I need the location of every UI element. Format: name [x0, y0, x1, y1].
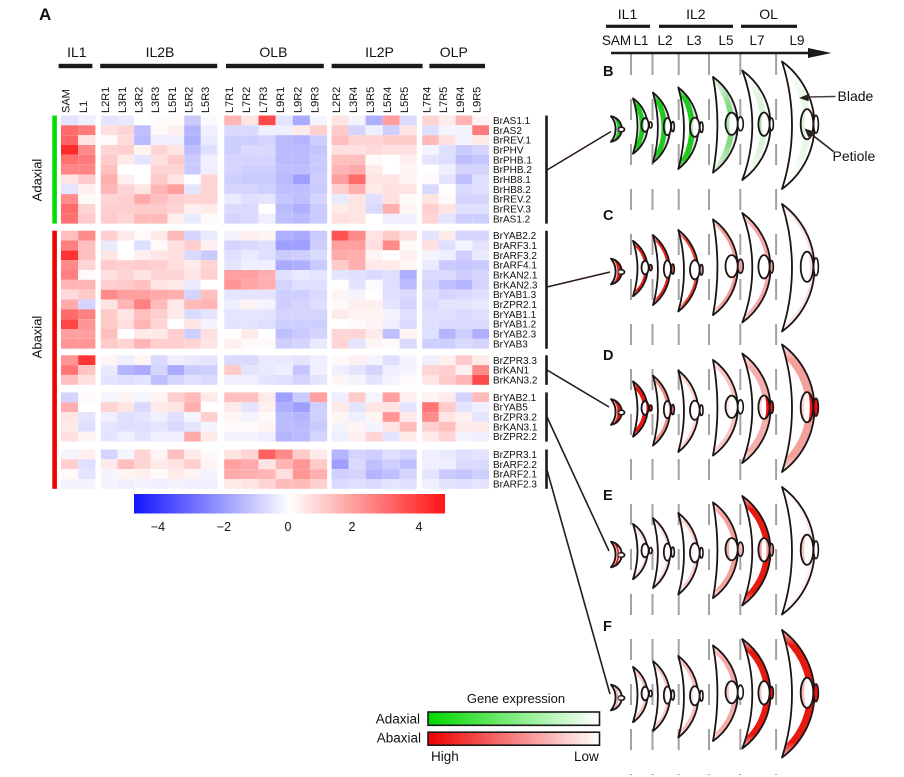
- svg-text:F: F: [603, 619, 612, 635]
- svg-text:SAM: SAM: [61, 89, 73, 113]
- svg-text:L9R4: L9R4: [455, 87, 467, 113]
- svg-text:Abaxial: Abaxial: [377, 731, 421, 746]
- svg-text:Gene expression: Gene expression: [467, 691, 565, 706]
- svg-text:BrYAB1.2: BrYAB1.2: [493, 320, 537, 331]
- svg-text:L2: L2: [657, 33, 672, 48]
- svg-text:BrYAB2.1: BrYAB2.1: [493, 393, 537, 404]
- svg-text:Blade: Blade: [838, 88, 874, 104]
- svg-text:0: 0: [285, 520, 292, 534]
- svg-text:BrARF3.1: BrARF3.1: [493, 241, 537, 252]
- svg-text:BrKAN2.1: BrKAN2.1: [493, 271, 538, 282]
- svg-text:BrAS2: BrAS2: [493, 126, 522, 137]
- svg-text:L1: L1: [78, 101, 90, 113]
- svg-text:Adaxial: Adaxial: [30, 159, 45, 202]
- svg-text:L9R1: L9R1: [275, 87, 287, 113]
- svg-text:BrKAN3.1: BrKAN3.1: [493, 422, 538, 433]
- svg-text:L5: L5: [718, 33, 733, 48]
- svg-text:BrARF2.2: BrARF2.2: [493, 460, 537, 471]
- svg-text:L7R4: L7R4: [422, 87, 434, 113]
- svg-text:BrYAB2.2: BrYAB2.2: [493, 231, 537, 242]
- svg-text:BrYAB5: BrYAB5: [493, 403, 528, 414]
- svg-text:2: 2: [349, 520, 356, 534]
- svg-text:BrARF4.1: BrARF4.1: [493, 261, 537, 272]
- svg-text:BrAS1.1: BrAS1.1: [493, 116, 531, 127]
- svg-text:BrYAB3: BrYAB3: [493, 339, 528, 350]
- svg-text:BrREV.1: BrREV.1: [493, 136, 531, 147]
- svg-text:BrPHV: BrPHV: [493, 146, 524, 157]
- svg-text:L3R4: L3R4: [348, 87, 360, 113]
- svg-text:OL: OL: [759, 6, 778, 22]
- svg-text:BrREV.2: BrREV.2: [493, 195, 531, 206]
- svg-text:L5R2: L5R2: [184, 87, 196, 113]
- svg-text:E: E: [603, 488, 613, 504]
- svg-text:IL2: IL2: [686, 6, 706, 22]
- svg-text:L7R3: L7R3: [258, 87, 270, 113]
- svg-text:L3: L3: [686, 33, 701, 48]
- svg-text:BrKAN3.2: BrKAN3.2: [493, 376, 538, 387]
- svg-text:Petiole: Petiole: [833, 148, 876, 164]
- svg-text:BrREV.3: BrREV.3: [493, 205, 531, 216]
- svg-text:BrARF2.1: BrARF2.1: [493, 470, 537, 481]
- svg-text:BrPHB.2: BrPHB.2: [493, 165, 532, 176]
- svg-text:L5R5: L5R5: [399, 87, 411, 113]
- svg-text:L7R2: L7R2: [241, 87, 253, 113]
- svg-text:BrZPR3.1: BrZPR3.1: [493, 450, 537, 461]
- svg-text:L2R2: L2R2: [331, 87, 343, 113]
- svg-text:BrARF2.3: BrARF2.3: [493, 480, 537, 491]
- svg-text:B: B: [603, 64, 613, 80]
- svg-text:BrARF3.2: BrARF3.2: [493, 251, 537, 262]
- svg-text:Abaxial: Abaxial: [30, 316, 45, 359]
- svg-text:BrPHB.1: BrPHB.1: [493, 155, 532, 166]
- svg-text:OLB: OLB: [259, 44, 287, 60]
- svg-text:L3R5: L3R5: [365, 87, 377, 113]
- svg-text:High: High: [431, 749, 459, 764]
- svg-text:L1: L1: [633, 33, 648, 48]
- svg-text:L7R5: L7R5: [438, 87, 450, 113]
- svg-text:BrYAB1.1: BrYAB1.1: [493, 310, 537, 321]
- svg-text:L9: L9: [789, 33, 804, 48]
- svg-text:BrKAN1: BrKAN1: [493, 366, 530, 377]
- svg-text:BrZPR3.3: BrZPR3.3: [493, 356, 537, 367]
- svg-text:L5R3: L5R3: [200, 87, 212, 113]
- svg-text:SAM: SAM: [602, 33, 631, 48]
- svg-text:BrAS1.2: BrAS1.2: [493, 214, 531, 225]
- svg-text:IL1: IL1: [67, 44, 87, 60]
- svg-text:L3R3: L3R3: [150, 87, 162, 113]
- svg-text:BrYAB1.3: BrYAB1.3: [493, 290, 537, 301]
- svg-text:L3R2: L3R2: [134, 87, 146, 113]
- svg-text:C: C: [603, 208, 614, 224]
- svg-text:L9R5: L9R5: [472, 87, 484, 113]
- svg-text:Low: Low: [574, 749, 599, 764]
- svg-text:BrZPR3.2: BrZPR3.2: [493, 413, 537, 424]
- svg-text:Adaxial: Adaxial: [376, 712, 420, 727]
- svg-text:IL2B: IL2B: [146, 44, 175, 60]
- svg-text:L2R1: L2R1: [100, 87, 112, 113]
- svg-text:L9R3: L9R3: [310, 87, 322, 113]
- svg-text:L5R4: L5R4: [382, 87, 394, 113]
- svg-text:OLP: OLP: [440, 44, 468, 60]
- svg-text:IL2P: IL2P: [365, 44, 394, 60]
- svg-text:D: D: [603, 348, 613, 364]
- svg-text:BrKAN2.3: BrKAN2.3: [493, 280, 538, 291]
- svg-text:−4: −4: [151, 520, 165, 534]
- svg-text:L5R1: L5R1: [167, 87, 179, 113]
- svg-text:−2: −2: [217, 520, 231, 534]
- svg-text:IL1: IL1: [618, 6, 638, 22]
- svg-text:L9R2: L9R2: [292, 87, 304, 113]
- svg-text:BrHB8.2: BrHB8.2: [493, 185, 531, 196]
- svg-text:BrZPR2.2: BrZPR2.2: [493, 432, 537, 443]
- svg-text:BrZPR2.1: BrZPR2.1: [493, 300, 537, 311]
- svg-text:A: A: [39, 5, 51, 24]
- svg-text:L3R1: L3R1: [117, 87, 129, 113]
- svg-text:BrYAB2.3: BrYAB2.3: [493, 330, 537, 341]
- svg-text:4: 4: [416, 520, 423, 534]
- svg-text:L7: L7: [749, 33, 764, 48]
- svg-text:L7R1: L7R1: [224, 87, 236, 113]
- svg-text:BrHB8.1: BrHB8.1: [493, 175, 531, 186]
